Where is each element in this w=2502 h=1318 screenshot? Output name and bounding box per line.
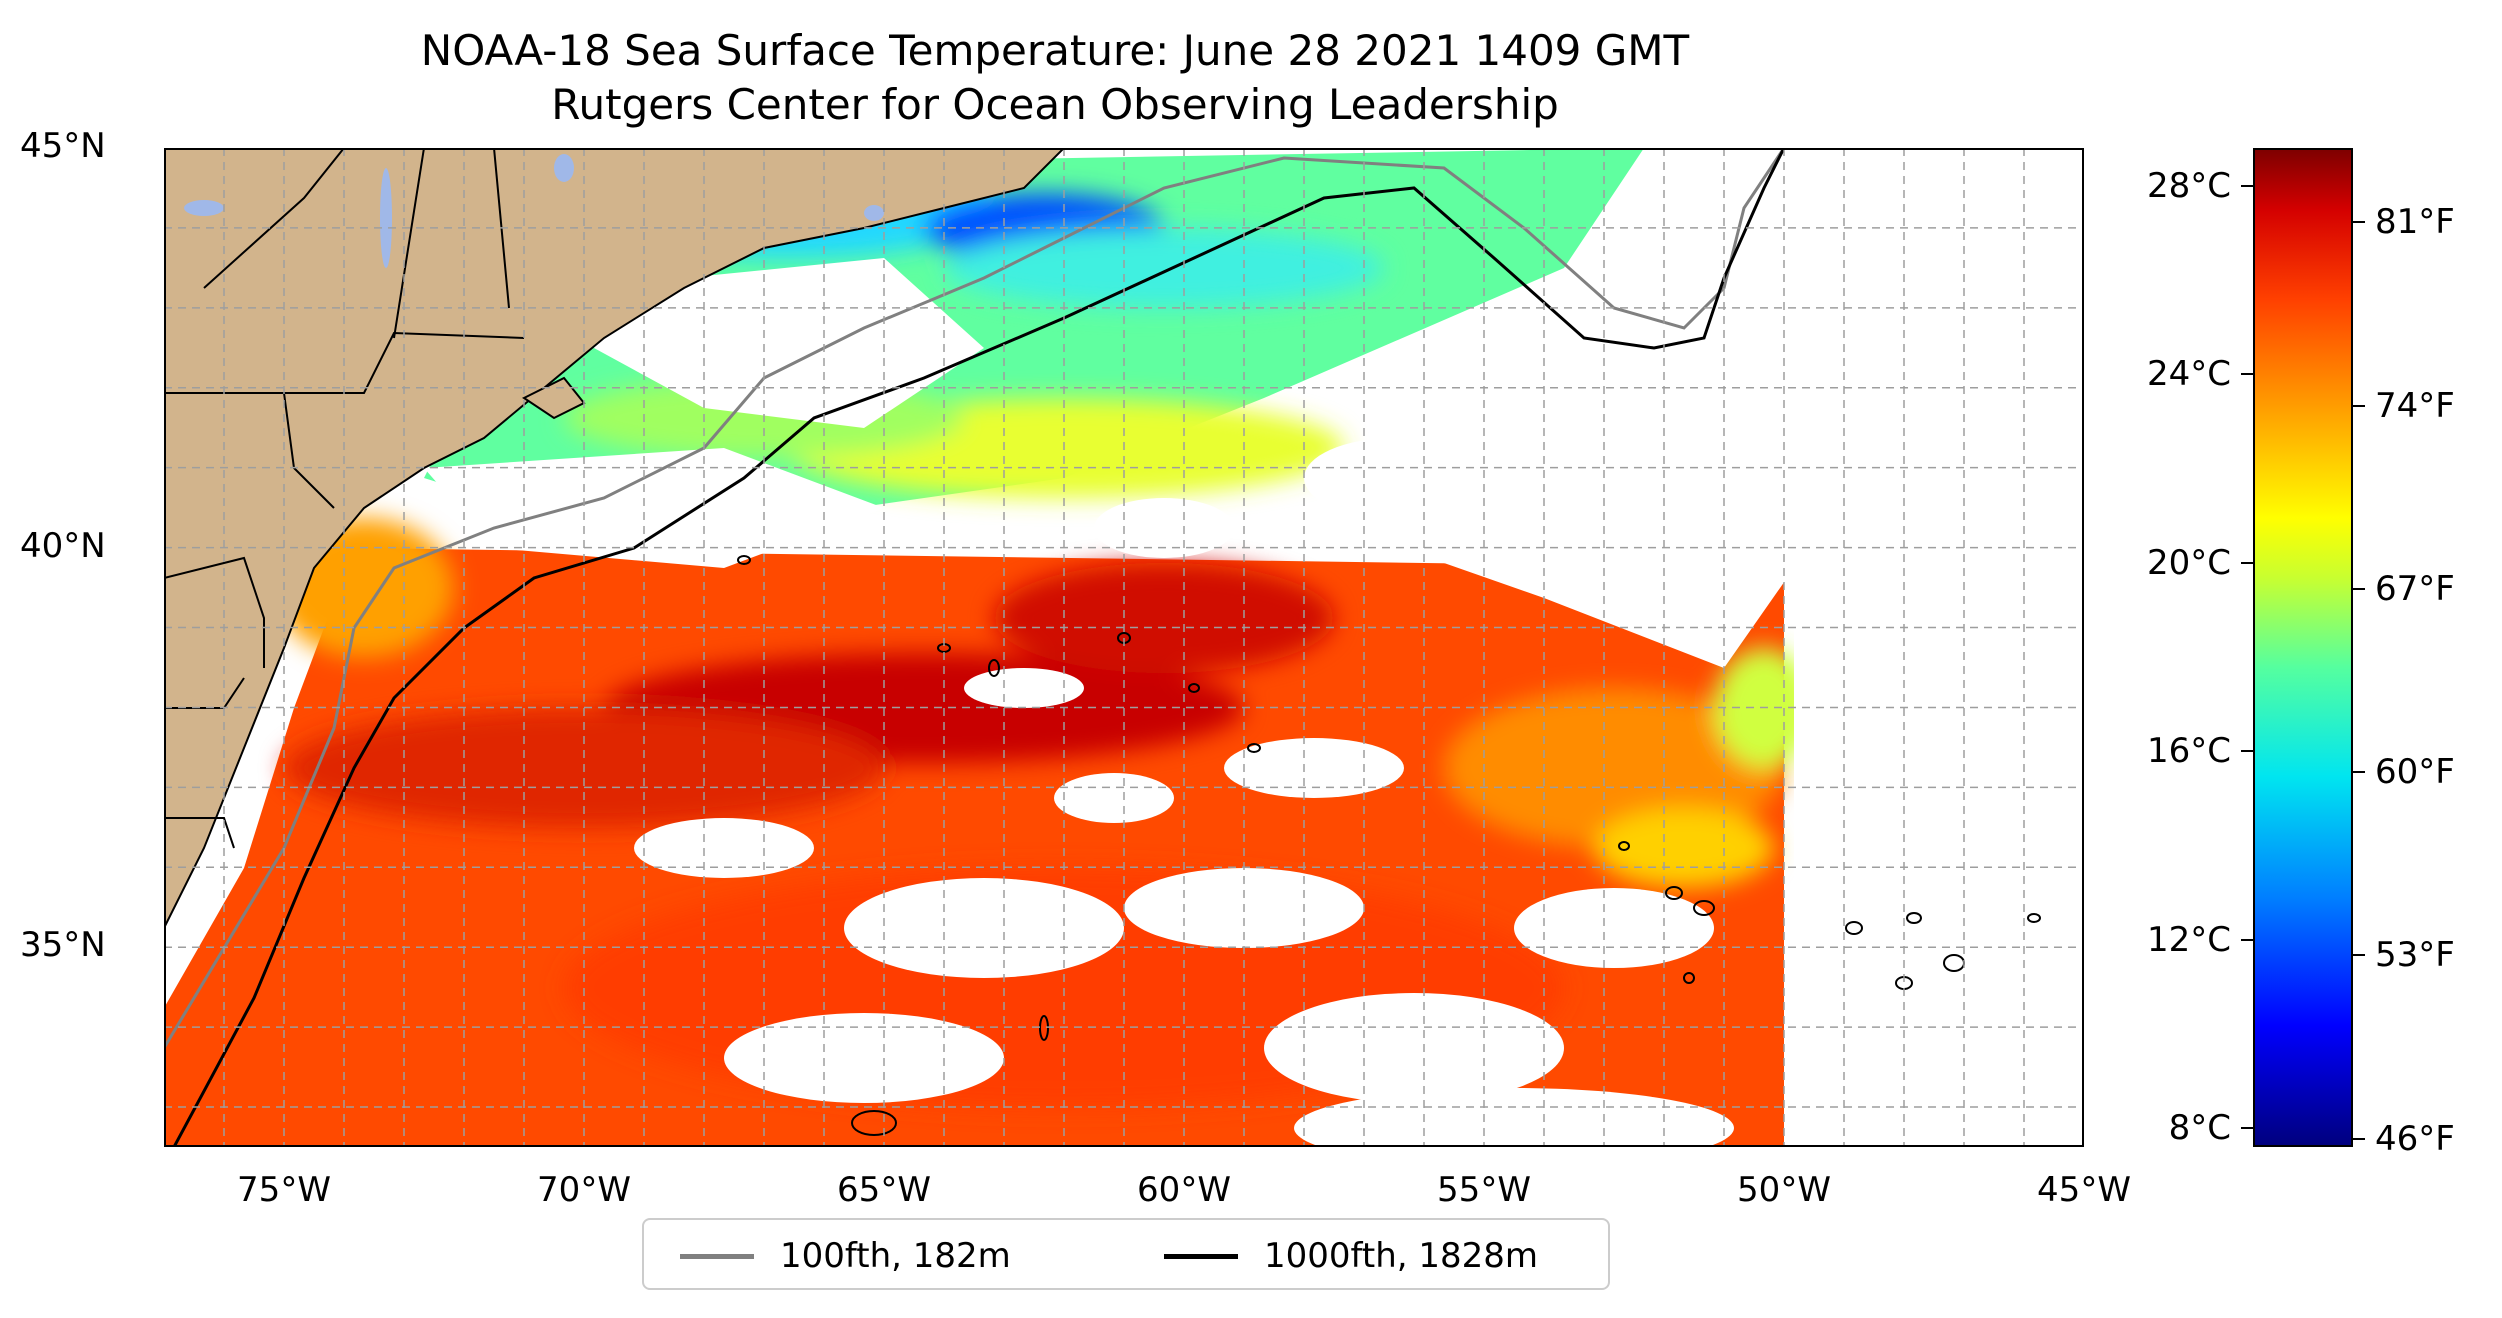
cloud-patch-9	[1094, 498, 1234, 558]
seamount-9	[1845, 921, 1863, 935]
colorbar-celsius-tick	[2241, 750, 2253, 753]
legend-item-100fth: 100fth, 182m	[680, 1234, 1011, 1278]
cloud-patch-11	[964, 668, 1084, 708]
border-line-3	[393, 148, 425, 339]
legend-line-100fth	[680, 1253, 754, 1259]
colorbar-celsius-label: 24°C	[2146, 354, 2231, 395]
map-title: NOAA-18 Sea Surface Temperature: June 28…	[420, 26, 1690, 75]
border-line-1	[203, 148, 345, 289]
lat-tick-label: 35°N	[20, 925, 106, 966]
cloud-patch-3	[724, 1013, 1004, 1103]
sst-map[interactable]	[164, 148, 2084, 1147]
cloud-gulf-of-maine	[584, 258, 984, 428]
legend-label-100fth: 100fth, 182m	[780, 1236, 1011, 1276]
colorbar-fahrenheit-label: 53°F	[2375, 935, 2455, 976]
colorbar-fahrenheit-tick	[2353, 221, 2365, 224]
lon-tick-label: 70°W	[537, 1170, 631, 1210]
seamount-12	[1906, 912, 1922, 924]
colorbar-fahrenheit-label: 67°F	[2375, 568, 2455, 609]
colorbar-celsius-tick	[2241, 1127, 2253, 1130]
lake-small-1	[184, 200, 224, 216]
lon-tick-label: 65°W	[837, 1170, 931, 1210]
colorbar-fahrenheit-label: 46°F	[2375, 1118, 2455, 1159]
legend-label-1000fth: 1000fth, 1828m	[1264, 1236, 1539, 1276]
colorbar-fahrenheit-tick	[2353, 404, 2365, 407]
lat-tick-label: 40°N	[20, 525, 106, 566]
map-subtitle: Rutgers Center for Ocean Observing Leade…	[551, 80, 1559, 129]
colorbar-fahrenheit-tick	[2353, 954, 2365, 957]
seamount-13	[1683, 972, 1695, 984]
seamount-5	[1188, 683, 1200, 693]
colorbar-celsius-tick	[2241, 561, 2253, 564]
seamount-15	[1618, 841, 1630, 851]
seamount-6	[1247, 743, 1261, 753]
cloud-patch-6	[634, 818, 814, 878]
cloud-patch-10	[1304, 438, 1484, 518]
sst-orange-east	[1444, 688, 1784, 848]
cloud-patch-7	[1224, 738, 1404, 798]
sst-warm-eddy	[994, 563, 1334, 673]
sst-map-canvas	[164, 148, 2084, 1147]
seamount-14	[2027, 913, 2041, 923]
cloud-patch-1	[844, 878, 1124, 978]
seamount-7	[1665, 886, 1683, 900]
lat-tick-label: 45°N	[20, 126, 106, 166]
cloud-east-open	[1344, 248, 2084, 1147]
border-line-2	[164, 331, 525, 394]
cloud-patch-4	[1264, 993, 1564, 1103]
map-gridlines	[164, 148, 2084, 1147]
colorbar-celsius-label: 28°C	[2146, 165, 2231, 206]
colorbar-celsius-tick	[2241, 373, 2253, 376]
sst-cyan-scotian	[944, 228, 1384, 308]
colorbar-fahrenheit-label: 81°F	[2375, 202, 2455, 243]
lon-tick-label: 75°W	[237, 1170, 331, 1210]
legend-item-1000fth: 1000fth, 1828m	[1164, 1234, 1538, 1278]
seamount-16	[851, 1110, 897, 1136]
colorbar-celsius-label: 20°C	[2146, 542, 2231, 583]
colorbar-celsius-tick	[2241, 184, 2253, 187]
temperature-colorbar	[2253, 148, 2353, 1147]
cloud-northeast	[1564, 148, 2084, 348]
cloud-patch-5	[1514, 888, 1714, 968]
cloud-patch-12	[1294, 1088, 1734, 1147]
cloud-georges-bank	[424, 448, 884, 568]
colorbar-fahrenheit-tick	[2353, 771, 2365, 774]
seamount-17	[1039, 1015, 1049, 1041]
cloud-patch-8	[1054, 773, 1174, 823]
contour-1000fth	[172, 148, 1786, 1147]
legend-line-1000fth	[1164, 1253, 1238, 1259]
contour-legend: 100fth, 182m 1000fth, 1828m	[642, 1218, 1610, 1290]
lon-tick-label: 45°W	[2037, 1170, 2131, 1210]
lon-tick-label: 60°W	[1137, 1170, 1231, 1210]
lon-tick-label: 50°W	[1737, 1170, 1831, 1210]
seamount-8	[1693, 900, 1715, 916]
sst-yellow-patch	[1594, 808, 1774, 888]
seamount-3	[988, 659, 1000, 677]
colorbar-celsius-label: 16°C	[2146, 731, 2231, 772]
colorbar-fahrenheit-label: 60°F	[2375, 752, 2455, 793]
contour-100fth	[164, 148, 1786, 1049]
colorbar-celsius-label: 8°C	[2168, 1108, 2231, 1149]
border-line-8	[164, 817, 235, 849]
lon-tick-label: 55°W	[1437, 1170, 1531, 1210]
lake-small-3	[864, 205, 884, 221]
seamount-1	[737, 555, 751, 565]
colorbar-fahrenheit-tick	[2353, 1137, 2365, 1140]
lake-champlain	[380, 168, 392, 268]
colorbar-fahrenheit-tick	[2353, 587, 2365, 590]
colorbar-fahrenheit-label: 74°F	[2375, 385, 2455, 426]
lake-small-2	[554, 154, 574, 182]
colorbar-celsius-tick	[2241, 938, 2253, 941]
border-line-6	[164, 556, 265, 668]
colorbar-celsius-label: 12°C	[2146, 919, 2231, 960]
